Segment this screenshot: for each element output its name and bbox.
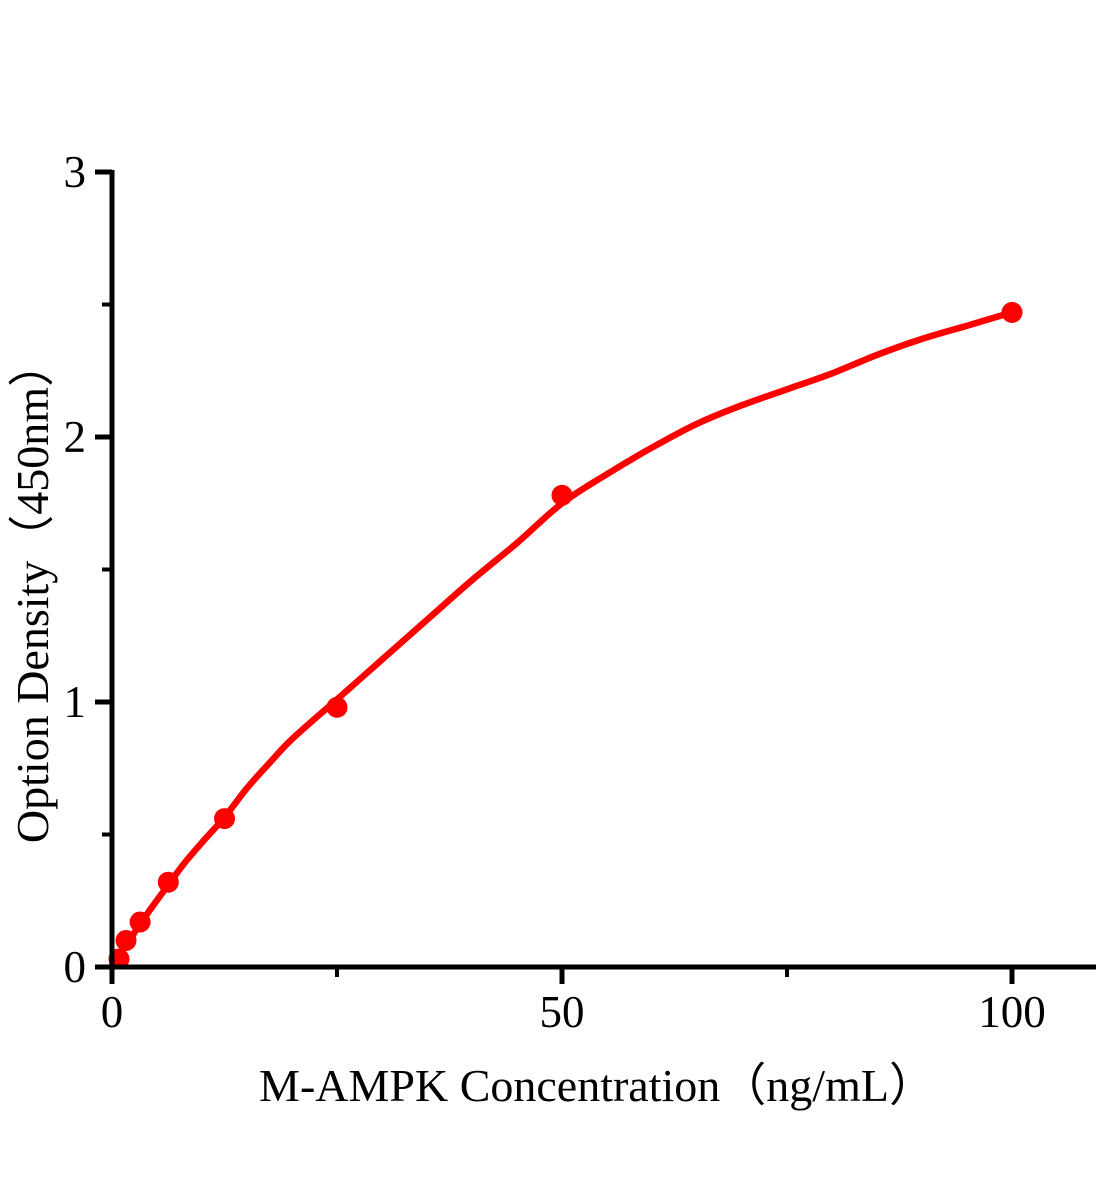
x-axis-title: M-AMPK Concentration（ng/mL）	[259, 1060, 935, 1111]
x-tick-label: 100	[978, 987, 1046, 1037]
x-tick-label: 0	[101, 987, 124, 1037]
y-axis-title: Option Density（450nm）	[7, 341, 58, 843]
data-point	[1001, 301, 1023, 323]
y-tick-label: 0	[64, 942, 87, 992]
y-tick-label: 3	[64, 147, 87, 197]
data-point	[214, 808, 235, 830]
data-point	[326, 696, 348, 718]
data-point	[157, 871, 179, 893]
data-point	[129, 911, 151, 933]
y-tick-label: 1	[64, 677, 87, 727]
fit-curve	[108, 309, 1016, 969]
data-point	[551, 484, 573, 506]
y-tick-label: 2	[64, 412, 87, 462]
plot-area: 0 50 100 0 1 2 3	[64, 147, 1096, 1037]
x-tick-label: 50	[540, 987, 585, 1037]
data-point	[115, 930, 137, 951]
